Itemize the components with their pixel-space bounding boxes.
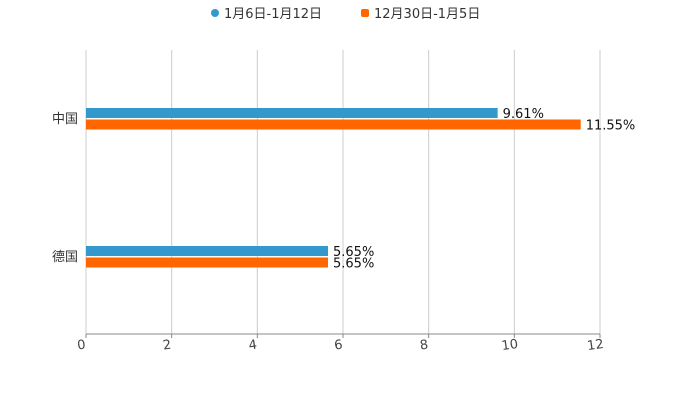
legend-label: 12月30日-1月5日 [374,7,480,22]
bar [86,246,329,256]
x-tick-label: 0 [76,338,86,354]
x-tick-label: 10 [501,337,519,354]
legend-marker [211,9,219,17]
data-label: 11.55% [586,119,636,134]
bar [86,257,329,268]
legend-label: 1月6日-1月12日 [224,7,322,22]
legend-marker [361,9,369,17]
data-label: 5.65% [333,257,374,272]
category-label: 德国 [52,250,78,265]
bar [86,119,581,130]
x-tick-label: 8 [419,338,429,354]
x-tick-label: 2 [162,338,172,354]
x-tick-label: 6 [333,338,343,354]
bar [86,108,498,118]
x-tick-label: 4 [248,338,258,354]
category-label: 中国 [52,112,78,127]
data-label: 5.65% [333,245,374,260]
data-label: 9.61% [503,107,544,122]
x-tick-label: 12 [586,337,604,354]
